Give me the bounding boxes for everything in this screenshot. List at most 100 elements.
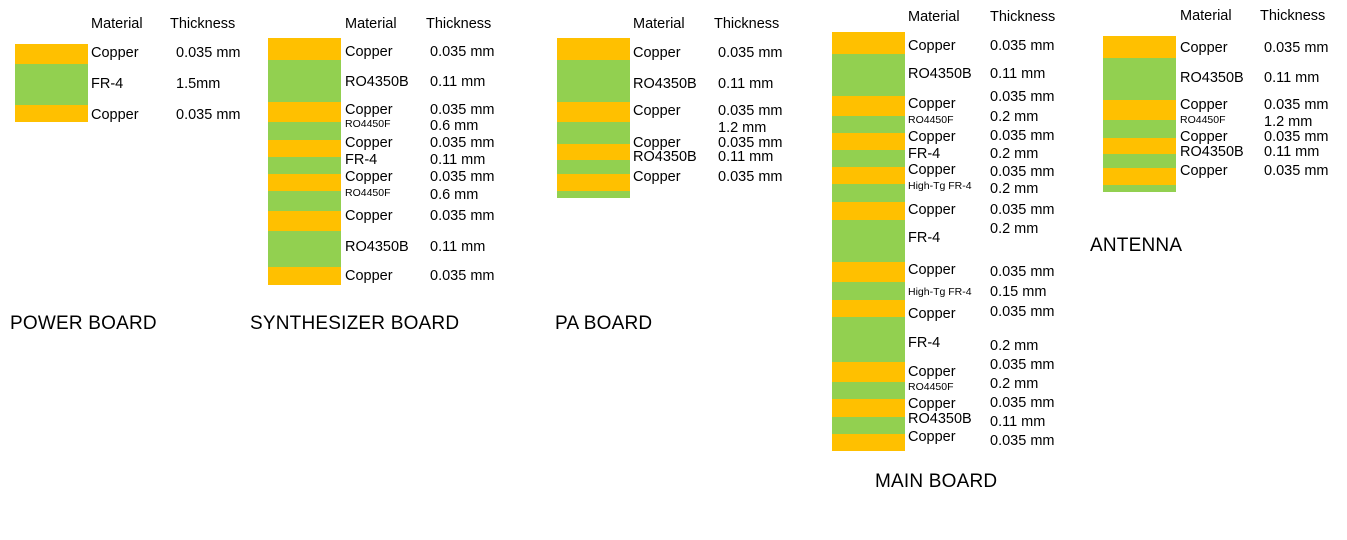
stackup-bar-main-board <box>832 32 905 451</box>
layer-material-label: Copper <box>633 135 681 151</box>
layer-swatch-copper <box>832 96 905 116</box>
layer-material-label: RO4450F <box>1180 114 1226 126</box>
layer-material-label: Copper <box>345 268 393 284</box>
layer-material-label: Copper <box>908 262 956 278</box>
layer-swatch-copper <box>268 140 341 157</box>
layer-thickness-label: 0.11 mm <box>1264 144 1320 160</box>
layer-swatch-dielectric <box>557 122 630 144</box>
layer-thickness-label: 0.035 mm <box>1264 40 1329 56</box>
layer-thickness-label: 0.035 mm <box>990 357 1055 373</box>
layer-thickness-label: 0.035 mm <box>990 264 1055 280</box>
layer-swatch-dielectric <box>557 191 630 198</box>
layer-material-label: RO4350B <box>1180 70 1244 86</box>
stackup-bar-pa-board <box>557 38 630 198</box>
layer-swatch-dielectric <box>832 54 905 96</box>
layer-material-label: High-Tg FR-4 <box>908 180 972 192</box>
layer-thickness-label: 0.2 mm <box>990 146 1039 162</box>
layer-swatch-dielectric <box>268 191 341 211</box>
layer-swatch-dielectric <box>557 60 630 102</box>
column-header-material: Material <box>1180 8 1232 24</box>
layer-thickness-label: 0.15 mm <box>990 284 1047 300</box>
layer-thickness-label: 0.035 mm <box>176 45 241 61</box>
layer-material-label: Copper <box>345 44 393 60</box>
layer-thickness-label: 0.2 mm <box>990 221 1039 237</box>
layer-thickness-label: 0.035 mm <box>990 89 1055 105</box>
layer-thickness-label: 0.11 mm <box>430 74 486 90</box>
layer-swatch-copper <box>1103 138 1176 154</box>
layer-thickness-label: 0.035 mm <box>1264 129 1329 145</box>
layer-swatch-copper <box>1103 36 1176 58</box>
layer-swatch-dielectric <box>832 150 905 167</box>
layer-swatch-dielectric <box>832 317 905 362</box>
layer-thickness-label: 0.2 mm <box>990 376 1039 392</box>
layer-swatch-copper <box>557 102 630 122</box>
layer-thickness-label: 0.11 mm <box>990 66 1046 82</box>
layer-thickness-label: 0.035 mm <box>176 107 241 123</box>
layer-material-label: Copper <box>91 45 139 61</box>
layer-material-label: RO4450F <box>908 381 954 393</box>
layer-swatch-copper <box>15 105 88 122</box>
layer-thickness-label: 0.035 mm <box>990 202 1055 218</box>
layer-thickness-label: 1.2 mm <box>718 120 767 136</box>
layer-material-label: Copper <box>908 429 956 445</box>
stackup-bar-power-board <box>15 44 88 122</box>
layer-swatch-copper <box>557 38 630 60</box>
column-header-material: Material <box>633 16 685 32</box>
layer-material-label: Copper <box>633 103 681 119</box>
layer-swatch-copper <box>832 262 905 282</box>
board-title-main-board: MAIN BOARD <box>875 471 998 492</box>
layer-swatch-dielectric <box>832 417 905 434</box>
layer-material-label: Copper <box>908 306 956 322</box>
layer-material-label: FR-4 <box>908 146 941 162</box>
layer-swatch-copper <box>832 434 905 451</box>
layer-material-label: FR-4 <box>345 152 378 168</box>
layer-swatch-copper <box>832 167 905 184</box>
layer-thickness-label: 0.035 mm <box>430 102 495 118</box>
layer-swatch-copper <box>268 267 341 285</box>
column-header-thickness: Thickness <box>170 16 236 32</box>
layer-thickness-label: 0.035 mm <box>1264 97 1329 113</box>
column-header-material: Material <box>908 9 960 25</box>
column-header-material: Material <box>91 16 143 32</box>
layer-swatch-copper <box>268 102 341 122</box>
layer-material-label: Copper <box>633 169 681 185</box>
layer-swatch-dielectric <box>832 184 905 202</box>
layer-material-label: Copper <box>908 96 956 112</box>
layer-swatch-dielectric <box>268 122 341 140</box>
layer-swatch-copper <box>557 144 630 160</box>
layer-swatch-copper <box>268 38 341 60</box>
layer-thickness-label: 0.035 mm <box>990 38 1055 54</box>
layer-thickness-label: 0.035 mm <box>990 164 1055 180</box>
layer-thickness-label: 0.035 mm <box>1264 163 1329 179</box>
layer-thickness-label: 0.2 mm <box>990 181 1039 197</box>
layer-thickness-label: 0.035 mm <box>718 103 783 119</box>
layer-material-label: Copper <box>1180 97 1228 113</box>
layer-material-label: RO4450F <box>345 118 391 130</box>
layer-material-label: RO4350B <box>633 76 697 92</box>
layer-material-label: Copper <box>345 169 393 185</box>
layer-thickness-label: 0.2 mm <box>990 109 1039 125</box>
layer-material-label: FR-4 <box>908 335 941 351</box>
layer-thickness-label: 1.2 mm <box>1264 114 1313 130</box>
layer-swatch-dielectric <box>832 282 905 300</box>
layer-material-label: Copper <box>345 102 393 118</box>
layer-swatch-copper <box>15 44 88 64</box>
layer-material-label: RO4350B <box>908 411 972 427</box>
stackup-bar-synthesizer-board <box>268 38 341 285</box>
layer-material-label: Copper <box>908 396 956 412</box>
layer-material-label: Copper <box>908 162 956 178</box>
layer-thickness-label: 0.6 mm <box>430 118 479 134</box>
column-header-material: Material <box>345 16 397 32</box>
layer-material-label: High-Tg FR-4 <box>908 286 972 298</box>
layer-material-label: Copper <box>345 208 393 224</box>
layer-swatch-dielectric <box>832 382 905 399</box>
layer-swatch-copper <box>832 32 905 54</box>
board-title-pa-board: PA BOARD <box>555 313 653 334</box>
column-header-thickness: Thickness <box>1260 8 1326 24</box>
board-title-antenna: ANTENNA <box>1090 235 1183 256</box>
layer-thickness-label: 0.035 mm <box>990 433 1055 449</box>
layer-swatch-dielectric <box>1103 120 1176 138</box>
layer-material-label: Copper <box>1180 129 1228 145</box>
